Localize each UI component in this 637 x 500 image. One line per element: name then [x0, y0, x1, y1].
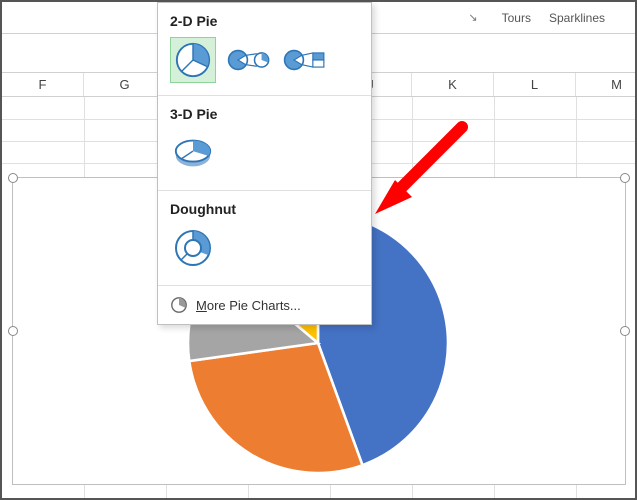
- col-header[interactable]: G: [84, 73, 166, 96]
- pie-chart-dropdown: 2-D Pie: [157, 2, 372, 325]
- section-3d-pie-label: 3-D Pie: [158, 96, 371, 130]
- resize-handle[interactable]: [8, 173, 18, 183]
- ribbon-group-tours[interactable]: Tours: [502, 11, 531, 25]
- doughnut-icon[interactable]: [170, 225, 216, 271]
- dialog-launcher-icon[interactable]: ↘: [468, 11, 477, 24]
- bar-of-pie-icon[interactable]: [282, 37, 328, 83]
- ribbon-group-sparklines[interactable]: Sparklines: [549, 11, 605, 25]
- resize-handle[interactable]: [8, 326, 18, 336]
- section-doughnut-label: Doughnut: [158, 191, 371, 225]
- pie-icon: [170, 296, 188, 314]
- col-header[interactable]: M: [576, 73, 637, 96]
- col-header[interactable]: F: [2, 73, 84, 96]
- pie-3d-icon[interactable]: [170, 130, 216, 176]
- section-2d-pie-label: 2-D Pie: [158, 3, 371, 37]
- resize-handle[interactable]: [620, 173, 630, 183]
- col-header[interactable]: L: [494, 73, 576, 96]
- pie-of-pie-icon[interactable]: [226, 37, 272, 83]
- col-header[interactable]: K: [412, 73, 494, 96]
- resize-handle[interactable]: [620, 326, 630, 336]
- pie-2d-basic-icon[interactable]: [170, 37, 216, 83]
- more-pie-charts-label: More Pie Charts...: [196, 298, 301, 313]
- more-pie-charts-button[interactable]: More Pie Charts...: [158, 286, 371, 324]
